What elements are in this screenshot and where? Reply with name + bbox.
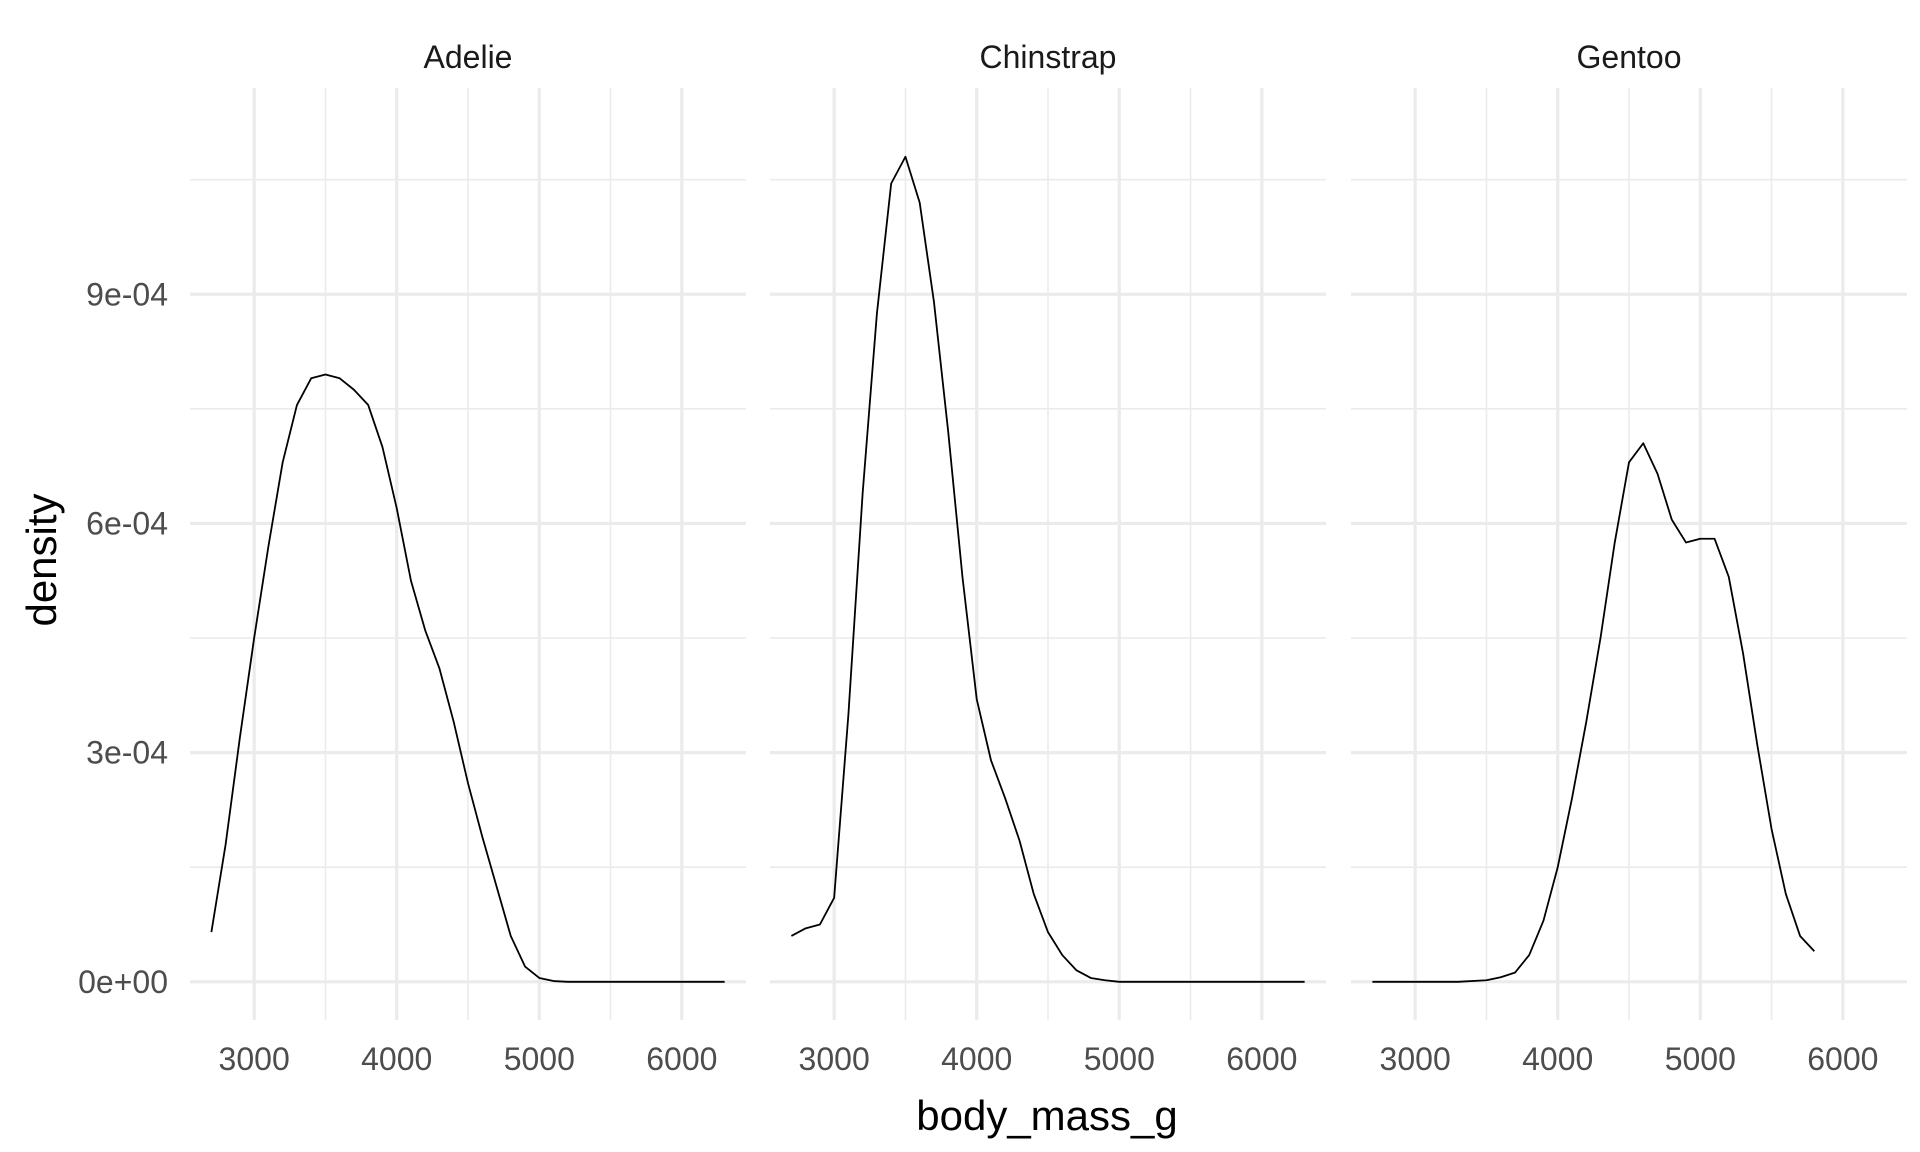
density-line-chinstrap: [790, 155, 1305, 983]
x-tick-label: 3000: [1380, 1041, 1451, 1077]
x-tick-label: 4000: [361, 1041, 432, 1077]
x-tick-label: 5000: [504, 1041, 575, 1077]
x-tick-label: 6000: [1807, 1041, 1878, 1077]
x-tick-label: 4000: [1522, 1041, 1593, 1077]
x-tick-label: 3000: [219, 1041, 290, 1077]
facet-panel-adelie: Adelie 3000 4000 5000 6000 0e+00 3e-04 6e-04 9e-…: [78, 39, 746, 1077]
density-line-gentoo: [1372, 442, 1815, 983]
y-tick-label: 6e-04: [86, 505, 168, 541]
y-axis-title: density: [18, 493, 65, 626]
facet-strip-label: Gentoo: [1577, 39, 1682, 75]
y-tick-label: 0e+00: [78, 964, 168, 1000]
x-tick-label: 3000: [799, 1041, 870, 1077]
x-tick-label: 5000: [1665, 1041, 1736, 1077]
facet-panels: Adelie 3000 4000 5000 6000 0e+00 3e-04 6e-04 9e-…: [78, 39, 1907, 1077]
facet-strip-label: Adelie: [424, 39, 513, 75]
x-tick-label: 6000: [646, 1041, 717, 1077]
facet-panel-gentoo: Gentoo 3000 4000 5000 6000: [1351, 39, 1907, 1077]
density-line-adelie: [210, 373, 725, 983]
x-tick-label: 5000: [1084, 1041, 1155, 1077]
y-tick-label: 9e-04: [86, 276, 168, 312]
x-tick-label: 6000: [1226, 1041, 1297, 1077]
facet-strip-label: Chinstrap: [980, 39, 1117, 75]
y-tick-label: 3e-04: [86, 735, 168, 771]
x-tick-label: 4000: [941, 1041, 1012, 1077]
facet-panel-chinstrap: Chinstrap 3000 4000 5000 6000: [770, 39, 1326, 1077]
x-axis-title: body_mass_g: [916, 1092, 1178, 1139]
